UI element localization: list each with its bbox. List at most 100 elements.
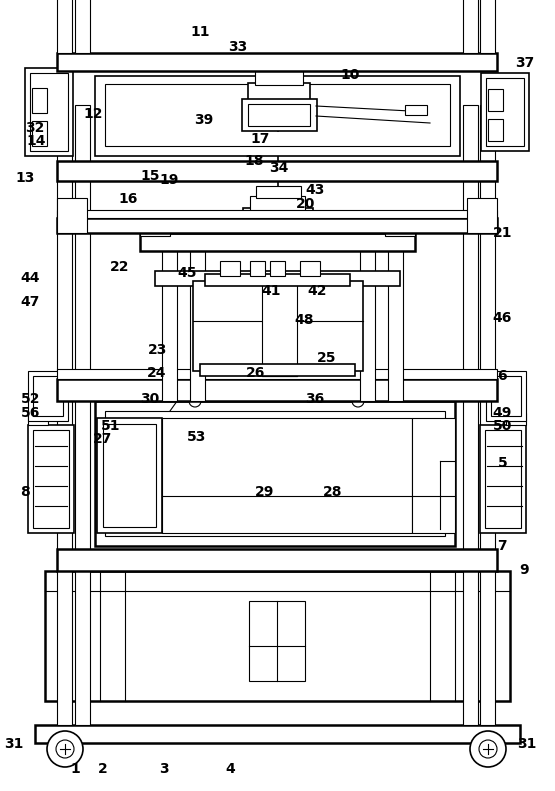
Text: 21: 21 <box>492 225 512 240</box>
Bar <box>57 198 87 233</box>
Bar <box>480 105 495 725</box>
Bar <box>262 276 297 376</box>
Bar <box>412 418 455 533</box>
Bar <box>300 261 320 276</box>
Bar <box>248 83 310 101</box>
Text: 7: 7 <box>497 539 507 553</box>
Bar <box>481 73 529 151</box>
Text: 30: 30 <box>140 392 159 407</box>
Text: 10: 10 <box>340 68 359 82</box>
Bar <box>200 364 355 376</box>
Text: 33: 33 <box>228 40 247 55</box>
Text: 51: 51 <box>101 418 121 433</box>
Text: 32: 32 <box>26 121 44 135</box>
Bar <box>480 425 526 533</box>
Text: 9: 9 <box>519 562 529 577</box>
Text: 20: 20 <box>296 197 315 211</box>
Bar <box>190 246 205 401</box>
Circle shape <box>352 395 364 407</box>
Bar <box>162 418 412 533</box>
Bar <box>33 430 69 528</box>
Text: 2: 2 <box>98 762 108 776</box>
Bar <box>270 261 285 276</box>
Text: 26: 26 <box>246 366 265 380</box>
Text: 45: 45 <box>178 266 198 280</box>
Circle shape <box>56 740 74 758</box>
Text: 52: 52 <box>21 392 41 407</box>
Bar <box>467 198 497 233</box>
Bar <box>405 105 427 115</box>
Bar <box>25 68 73 156</box>
Text: 15: 15 <box>140 169 160 184</box>
Bar <box>30 73 68 151</box>
Bar <box>360 246 375 401</box>
Text: 56: 56 <box>21 406 40 420</box>
Text: 4: 4 <box>225 762 235 776</box>
Bar <box>486 78 524 146</box>
Bar <box>28 425 74 533</box>
Bar <box>57 161 497 181</box>
Bar <box>32 121 47 146</box>
Text: 53: 53 <box>188 430 206 444</box>
Bar <box>57 549 497 571</box>
Bar <box>250 261 265 276</box>
Bar <box>463 105 478 725</box>
Text: 41: 41 <box>261 284 281 298</box>
Text: 43: 43 <box>306 183 325 197</box>
Text: 28: 28 <box>323 485 343 499</box>
Text: 37: 37 <box>515 56 534 70</box>
Text: 48: 48 <box>294 313 314 327</box>
Bar <box>57 105 72 725</box>
Bar <box>95 76 460 156</box>
Text: 47: 47 <box>21 295 40 309</box>
Text: 25: 25 <box>316 350 336 365</box>
Bar <box>162 246 177 401</box>
Circle shape <box>47 731 83 767</box>
Text: 34: 34 <box>269 161 288 175</box>
Text: 5: 5 <box>497 456 507 470</box>
Bar <box>57 210 497 218</box>
Bar <box>33 376 63 416</box>
Text: 16: 16 <box>118 192 137 206</box>
Text: 12: 12 <box>83 107 103 121</box>
Circle shape <box>479 740 497 758</box>
Text: 31: 31 <box>4 736 23 751</box>
Bar <box>242 99 317 131</box>
Bar <box>485 430 521 528</box>
Bar <box>75 0 90 53</box>
Bar <box>45 571 510 701</box>
Text: 27: 27 <box>93 432 112 446</box>
Bar <box>193 281 363 371</box>
Bar <box>250 196 305 211</box>
Text: 14: 14 <box>26 134 46 148</box>
Text: 49: 49 <box>493 406 512 420</box>
Bar <box>385 216 415 236</box>
Text: 50: 50 <box>493 418 512 433</box>
Text: 42: 42 <box>307 284 327 298</box>
Bar <box>28 371 68 421</box>
Bar <box>506 413 526 425</box>
Bar <box>103 424 156 527</box>
Bar <box>57 0 72 53</box>
Bar <box>105 411 445 536</box>
Text: 31: 31 <box>518 736 537 751</box>
Bar <box>248 104 310 126</box>
Bar <box>32 88 47 113</box>
Bar <box>488 89 503 111</box>
Text: 29: 29 <box>255 485 274 499</box>
Bar <box>480 0 495 53</box>
Text: 19: 19 <box>160 172 179 187</box>
Circle shape <box>470 731 506 767</box>
Bar <box>155 271 400 286</box>
Bar <box>75 105 90 725</box>
Bar <box>95 401 455 546</box>
Bar <box>486 371 526 421</box>
Text: 44: 44 <box>21 271 41 286</box>
Bar <box>491 376 521 416</box>
Bar <box>220 261 240 276</box>
Bar <box>140 216 170 236</box>
Text: 36: 36 <box>306 392 325 407</box>
Text: 3: 3 <box>159 762 169 776</box>
Text: 23: 23 <box>148 343 166 357</box>
Bar <box>57 379 497 401</box>
